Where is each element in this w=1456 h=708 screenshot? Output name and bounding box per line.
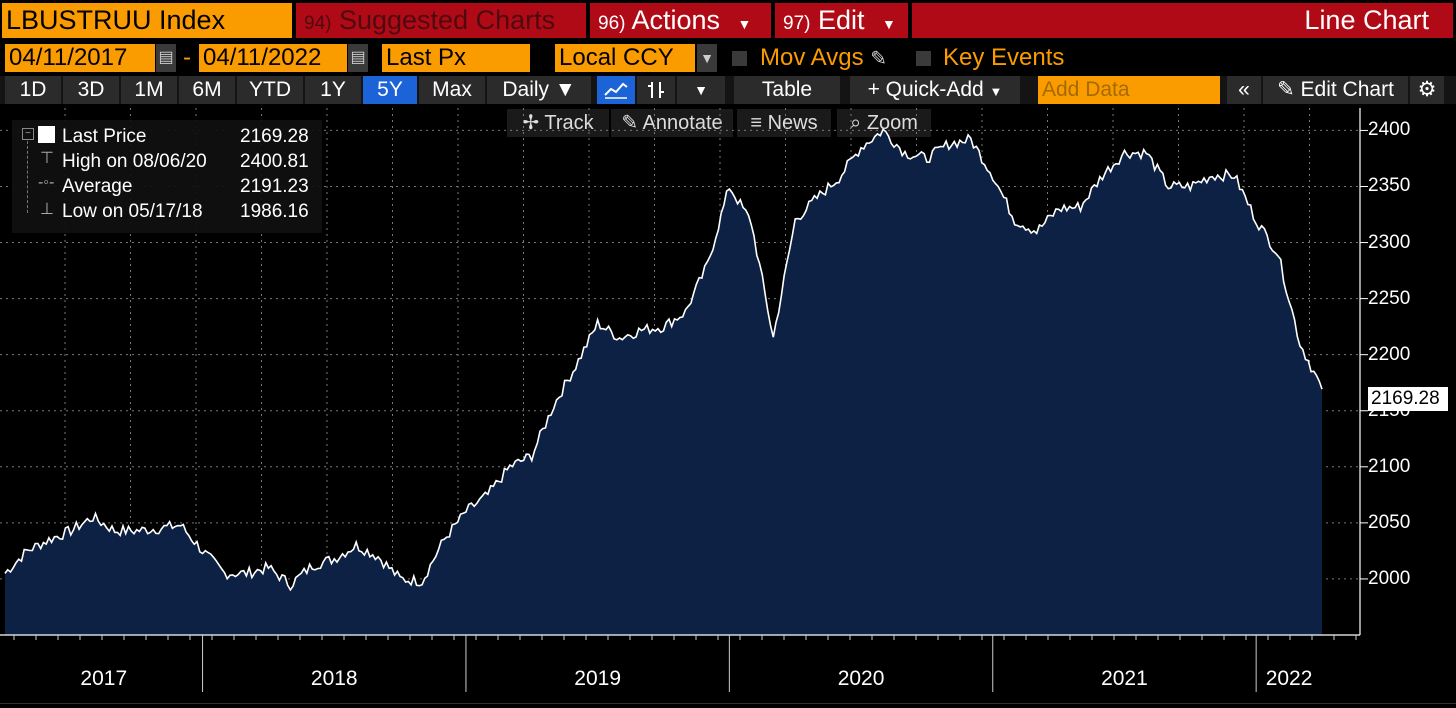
key-events-checkbox[interactable] [916,51,931,66]
price-field-select[interactable]: Last Px [382,44,530,72]
list-icon: ≡ [750,112,763,134]
legend-last-price: Last Price 2169.28 [62,126,309,147]
currency-select[interactable]: Local CCY [555,44,695,72]
crosshair-icon: ✢ [522,112,540,134]
y-tick-label: 2400 [1368,119,1411,141]
x-axis-ticks [13,635,1357,692]
low-marker-icon: ⊥ [40,201,54,218]
y-tick-label: 2350 [1368,175,1411,197]
mov-avgs-label[interactable]: Mov Avgs ✎ [760,44,888,71]
actions-menu-button[interactable]: 96) Actions ▼ [590,3,771,38]
period-1y-button[interactable]: 1Y [305,76,361,104]
chevron-down-icon[interactable]: ▼ [677,76,725,104]
chevron-down-icon: ▼ [737,16,752,32]
annotate-tool-button[interactable]: ✎ Annotate [611,109,733,137]
y-tick-label: 2300 [1368,231,1411,253]
frequency-select[interactable]: Daily ▼ [487,76,591,104]
period-ytd-button[interactable]: YTD [237,76,303,104]
bar-chart-icon[interactable] [637,76,675,104]
key-events-label[interactable]: Key Events [943,44,1065,71]
bottom-divider [0,703,1456,704]
edit-menu-button[interactable]: 97) Edit ▼ [775,3,908,38]
y-tick-label: 2200 [1368,343,1411,365]
chevron-down-icon: ▼ [882,16,896,32]
pencil-icon[interactable]: ✎ [870,48,888,70]
y-axis-ticks [1360,129,1368,580]
calendar-icon[interactable]: ▤ [348,44,368,72]
chart-legend[interactable]: Last Price 2169.28 High on 08/06/20 2400.8… [12,120,322,233]
price-area-fill [5,129,1322,635]
x-tick-label: 2020 [837,667,885,690]
legend-color-swatch [38,126,55,143]
actions-number: 96) [598,13,626,34]
quick-add-button[interactable]: + Quick-Add ▼ [850,76,1020,104]
legend-low: Low on 05/17/18 1986.16 [62,201,309,222]
date-range-separator: - [183,44,191,71]
suggested-charts-button[interactable]: 94) Suggested Charts [296,3,586,38]
legend-high: High on 08/06/20 2400.81 [62,151,309,172]
y-tick-label: 2100 [1368,455,1411,477]
suggested-number: 94) [304,13,332,34]
period-6m-button[interactable]: 6M [179,76,235,104]
period-1m-button[interactable]: 1M [121,76,177,104]
chevron-down-icon[interactable]: ▼ [697,44,717,72]
average-marker-icon: -◦- [38,174,55,191]
chevron-down-icon: ▼ [989,84,1003,99]
x-tick-label: 2017 [80,667,128,690]
legend-tree-line [27,141,28,213]
x-tick-label: 2019 [574,667,621,690]
pencil-icon: ✎ [621,112,639,134]
collapse-legend-icon[interactable]: − [22,128,34,140]
end-date-field[interactable]: 04/11/2022 [199,44,347,72]
x-tick-label: 2018 [310,667,358,690]
chart-view-title: Line Chart [912,3,1453,38]
suggested-label: Suggested Charts [338,5,556,35]
y-tick-label: 2250 [1368,287,1411,309]
period-3d-button[interactable]: 3D [63,76,119,104]
table-button[interactable]: Table [734,76,840,104]
gear-icon[interactable]: ⚙ [1410,76,1444,104]
start-date-field[interactable]: 04/11/2017 [5,44,155,72]
edit-number: 97) [783,13,811,34]
ticker-input[interactable]: LBUSTRUU Index [2,3,292,38]
x-tick-label: 2022 [1265,667,1313,690]
period-1d-button[interactable]: 1D [5,76,61,104]
search-icon: ⌕ [850,112,862,134]
last-price-label: 2169.28 [1368,387,1448,411]
y-tick-label: 2000 [1368,567,1411,589]
period-max-button[interactable]: Max [419,76,485,104]
actions-label: Actions [631,5,721,35]
high-marker-icon: ⊤ [40,150,54,167]
edit-chart-button[interactable]: ✎ Edit Chart [1263,76,1408,104]
add-data-input[interactable]: Add Data [1038,76,1220,104]
calendar-icon[interactable]: ▤ [156,44,176,72]
pencil-icon: ✎ [1277,78,1295,101]
mov-avgs-checkbox[interactable] [732,51,747,66]
line-chart-icon[interactable] [597,76,635,104]
collapse-icon[interactable]: « [1227,76,1261,104]
edit-label: Edit [817,5,865,35]
x-tick-label: 2021 [1101,667,1148,690]
period-5y-button[interactable]: 5Y [363,76,417,104]
news-tool-button[interactable]: ≡ News [737,109,831,137]
y-tick-label: 2050 [1368,511,1411,533]
price-line [4,128,1323,592]
legend-average: Average 2191.23 [62,176,309,197]
